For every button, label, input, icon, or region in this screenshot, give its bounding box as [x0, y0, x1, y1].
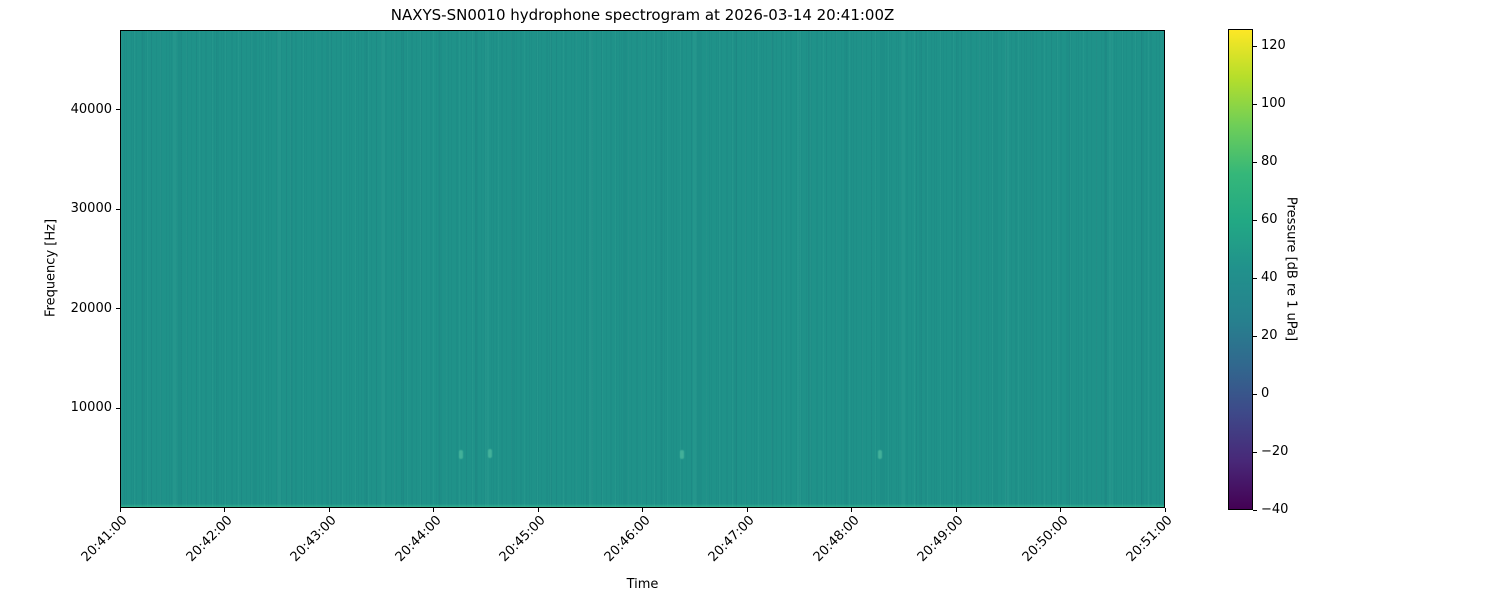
colorbar-tick-label: 80 — [1261, 154, 1278, 170]
chart-title: NAXYS-SN0010 hydrophone spectrogram at 2… — [390, 6, 895, 24]
y-tick-label: 20000 — [70, 300, 112, 316]
y-tick-mark — [116, 109, 120, 111]
colorbar-tick-label: −40 — [1261, 502, 1289, 517]
colorbar-tick-mark — [1253, 161, 1257, 163]
tonal-spot — [488, 449, 493, 459]
x-tick-mark — [1060, 508, 1061, 512]
colorbar-tick-mark — [1253, 45, 1257, 47]
colorbar-tick-label: 0 — [1261, 386, 1270, 402]
y-tick-label: 10000 — [70, 400, 112, 416]
x-tick-mark — [746, 508, 748, 512]
tonal-spot — [458, 450, 463, 460]
x-tick-mark — [328, 508, 330, 512]
colorbar-tick-mark — [1253, 103, 1257, 105]
y-tick-label: 40000 — [70, 101, 112, 117]
tonal-spot — [679, 450, 684, 460]
y-tick-mark — [116, 407, 120, 409]
x-tick-mark — [1164, 508, 1166, 512]
x-tick-mark — [537, 508, 539, 512]
colorbar-label: Pressure [dB re 1 uPa] — [1283, 196, 1299, 342]
colorbar-tick-mark — [1253, 277, 1257, 279]
spectrogram-heatmap — [120, 30, 1165, 508]
y-tick-mark — [116, 308, 120, 310]
x-tick-mark — [642, 508, 643, 512]
x-tick-mark — [224, 508, 225, 512]
colorbar-tick-mark — [1253, 451, 1257, 453]
x-tick-mark — [851, 508, 852, 512]
x-axis-label: Time — [626, 577, 659, 592]
colorbar-tick-mark — [1253, 335, 1257, 337]
colorbar-tick-label: 60 — [1261, 212, 1278, 228]
x-tick-mark — [955, 508, 957, 512]
colorbar-tick-label: −20 — [1261, 444, 1289, 460]
colorbar-tick-label: 100 — [1261, 96, 1286, 112]
colorbar-tick-label: 40 — [1261, 270, 1278, 286]
colorbar-tick-label: 120 — [1261, 38, 1286, 54]
colorbar-tick-mark — [1253, 509, 1257, 511]
colorbar-tick-mark — [1253, 393, 1257, 395]
y-tick-mark — [116, 208, 120, 210]
x-tick-label: 20:41:00 — [78, 513, 131, 565]
x-tick-mark — [119, 508, 121, 512]
low-frequency-bright-band — [121, 504, 1164, 507]
colorbar-tick-mark — [1253, 219, 1257, 221]
y-tick-label: 30000 — [70, 201, 112, 217]
x-tick-mark — [433, 508, 434, 512]
colorbar — [1228, 29, 1253, 510]
colorbar-tick-label: 20 — [1261, 328, 1278, 344]
tonal-spot — [878, 450, 883, 460]
